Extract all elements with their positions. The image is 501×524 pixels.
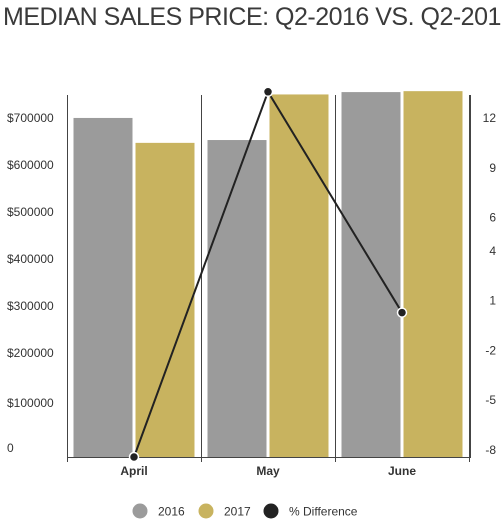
chart-title: MEDIAN SALES PRICE: Q2-2016 VS. Q2-2017 bbox=[3, 3, 501, 31]
left-tick-label-700000: $700000 bbox=[7, 111, 54, 125]
bar-2016-april bbox=[73, 117, 133, 457]
left-tick-label-400000: $400000 bbox=[7, 252, 54, 266]
right-tick-label-2: -2 bbox=[485, 343, 496, 357]
legend-marker-2017 bbox=[198, 503, 214, 519]
category-label-april: April bbox=[120, 464, 147, 478]
difference-line-layer bbox=[128, 86, 408, 463]
bar-2016-june bbox=[341, 92, 401, 457]
left-tick-label-200000: $200000 bbox=[7, 346, 54, 360]
legend-marker-difference bbox=[263, 503, 279, 519]
bars-layer bbox=[73, 91, 463, 458]
legend: 2016 2017 % Difference bbox=[132, 503, 358, 519]
right-tick-label-9: 9 bbox=[489, 161, 496, 175]
right-tick-label-6: 6 bbox=[489, 211, 496, 225]
legend-label-difference: % Difference bbox=[289, 505, 358, 519]
point-difference-april bbox=[128, 451, 140, 463]
left-tick-label-0: 0 bbox=[7, 441, 14, 455]
right-tick-label-1: 1 bbox=[489, 294, 496, 308]
right-tick-label-12: 12 bbox=[483, 111, 497, 125]
tick-labels-layer: 0 $100000 $200000 $300000 $400000 $500000 $600… bbox=[7, 111, 496, 457]
legend-marker-2016 bbox=[132, 503, 148, 519]
legend-label-2016: 2016 bbox=[158, 505, 185, 519]
right-tick-label-5: -5 bbox=[485, 393, 496, 407]
legend-label-2017: 2017 bbox=[224, 505, 251, 519]
category-label-may: May bbox=[256, 464, 280, 478]
left-tick-label-600000: $600000 bbox=[7, 158, 54, 172]
left-tick-label-500000: $500000 bbox=[7, 205, 54, 219]
category-labels-layer: April May June bbox=[120, 464, 416, 478]
right-tick-label-4: 4 bbox=[489, 244, 496, 258]
category-label-june: June bbox=[388, 464, 416, 478]
bar-2016-may bbox=[207, 140, 267, 458]
point-difference-may bbox=[262, 86, 274, 98]
right-tick-label-8: -8 bbox=[485, 443, 496, 457]
bar-2017-april bbox=[135, 142, 195, 458]
bar-2017-june bbox=[403, 91, 463, 457]
left-tick-label-100000: $100000 bbox=[7, 396, 54, 410]
point-difference-june bbox=[396, 307, 408, 318]
left-tick-label-300000: $300000 bbox=[7, 299, 54, 313]
bar-2017-may bbox=[269, 94, 329, 457]
